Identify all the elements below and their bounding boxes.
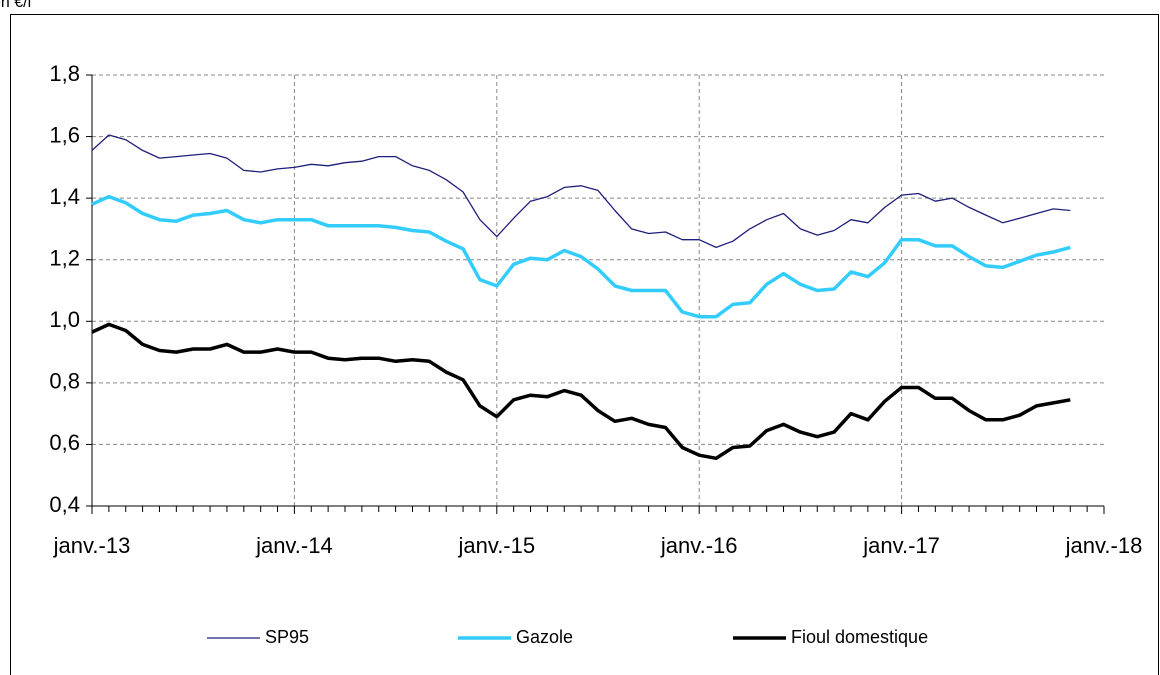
- x-tick-label: janv.-14: [255, 533, 333, 558]
- legend-label: SP95: [265, 627, 309, 647]
- line-series: [91, 322, 1071, 461]
- y-tick-label: 1,8: [49, 61, 80, 86]
- x-tick-label: janv.-18: [1065, 533, 1143, 558]
- y-tick-label: 0,6: [49, 430, 80, 455]
- line-series: [91, 194, 1071, 319]
- x-tick-label: janv.-15: [457, 533, 535, 558]
- legend-label: Gazole: [516, 627, 573, 647]
- chart-frame: [10, 14, 1159, 675]
- y-tick-label: 1,4: [49, 184, 80, 209]
- line-series: [91, 134, 1071, 249]
- y-tick-label: 0,8: [49, 369, 80, 394]
- x-tick-label: janv.-16: [660, 533, 738, 558]
- y-tick-label: 1,6: [49, 122, 80, 147]
- y-axis-label: en €/l: [0, 0, 31, 11]
- x-tick-label: janv.-13: [53, 533, 131, 558]
- y-tick-label: 1,2: [49, 246, 80, 271]
- legend-label: Fioul domestique: [791, 627, 928, 647]
- x-tick-label: janv.-17: [862, 533, 940, 558]
- y-tick-label: 1,0: [49, 307, 80, 332]
- y-tick-label: 0,4: [49, 492, 80, 517]
